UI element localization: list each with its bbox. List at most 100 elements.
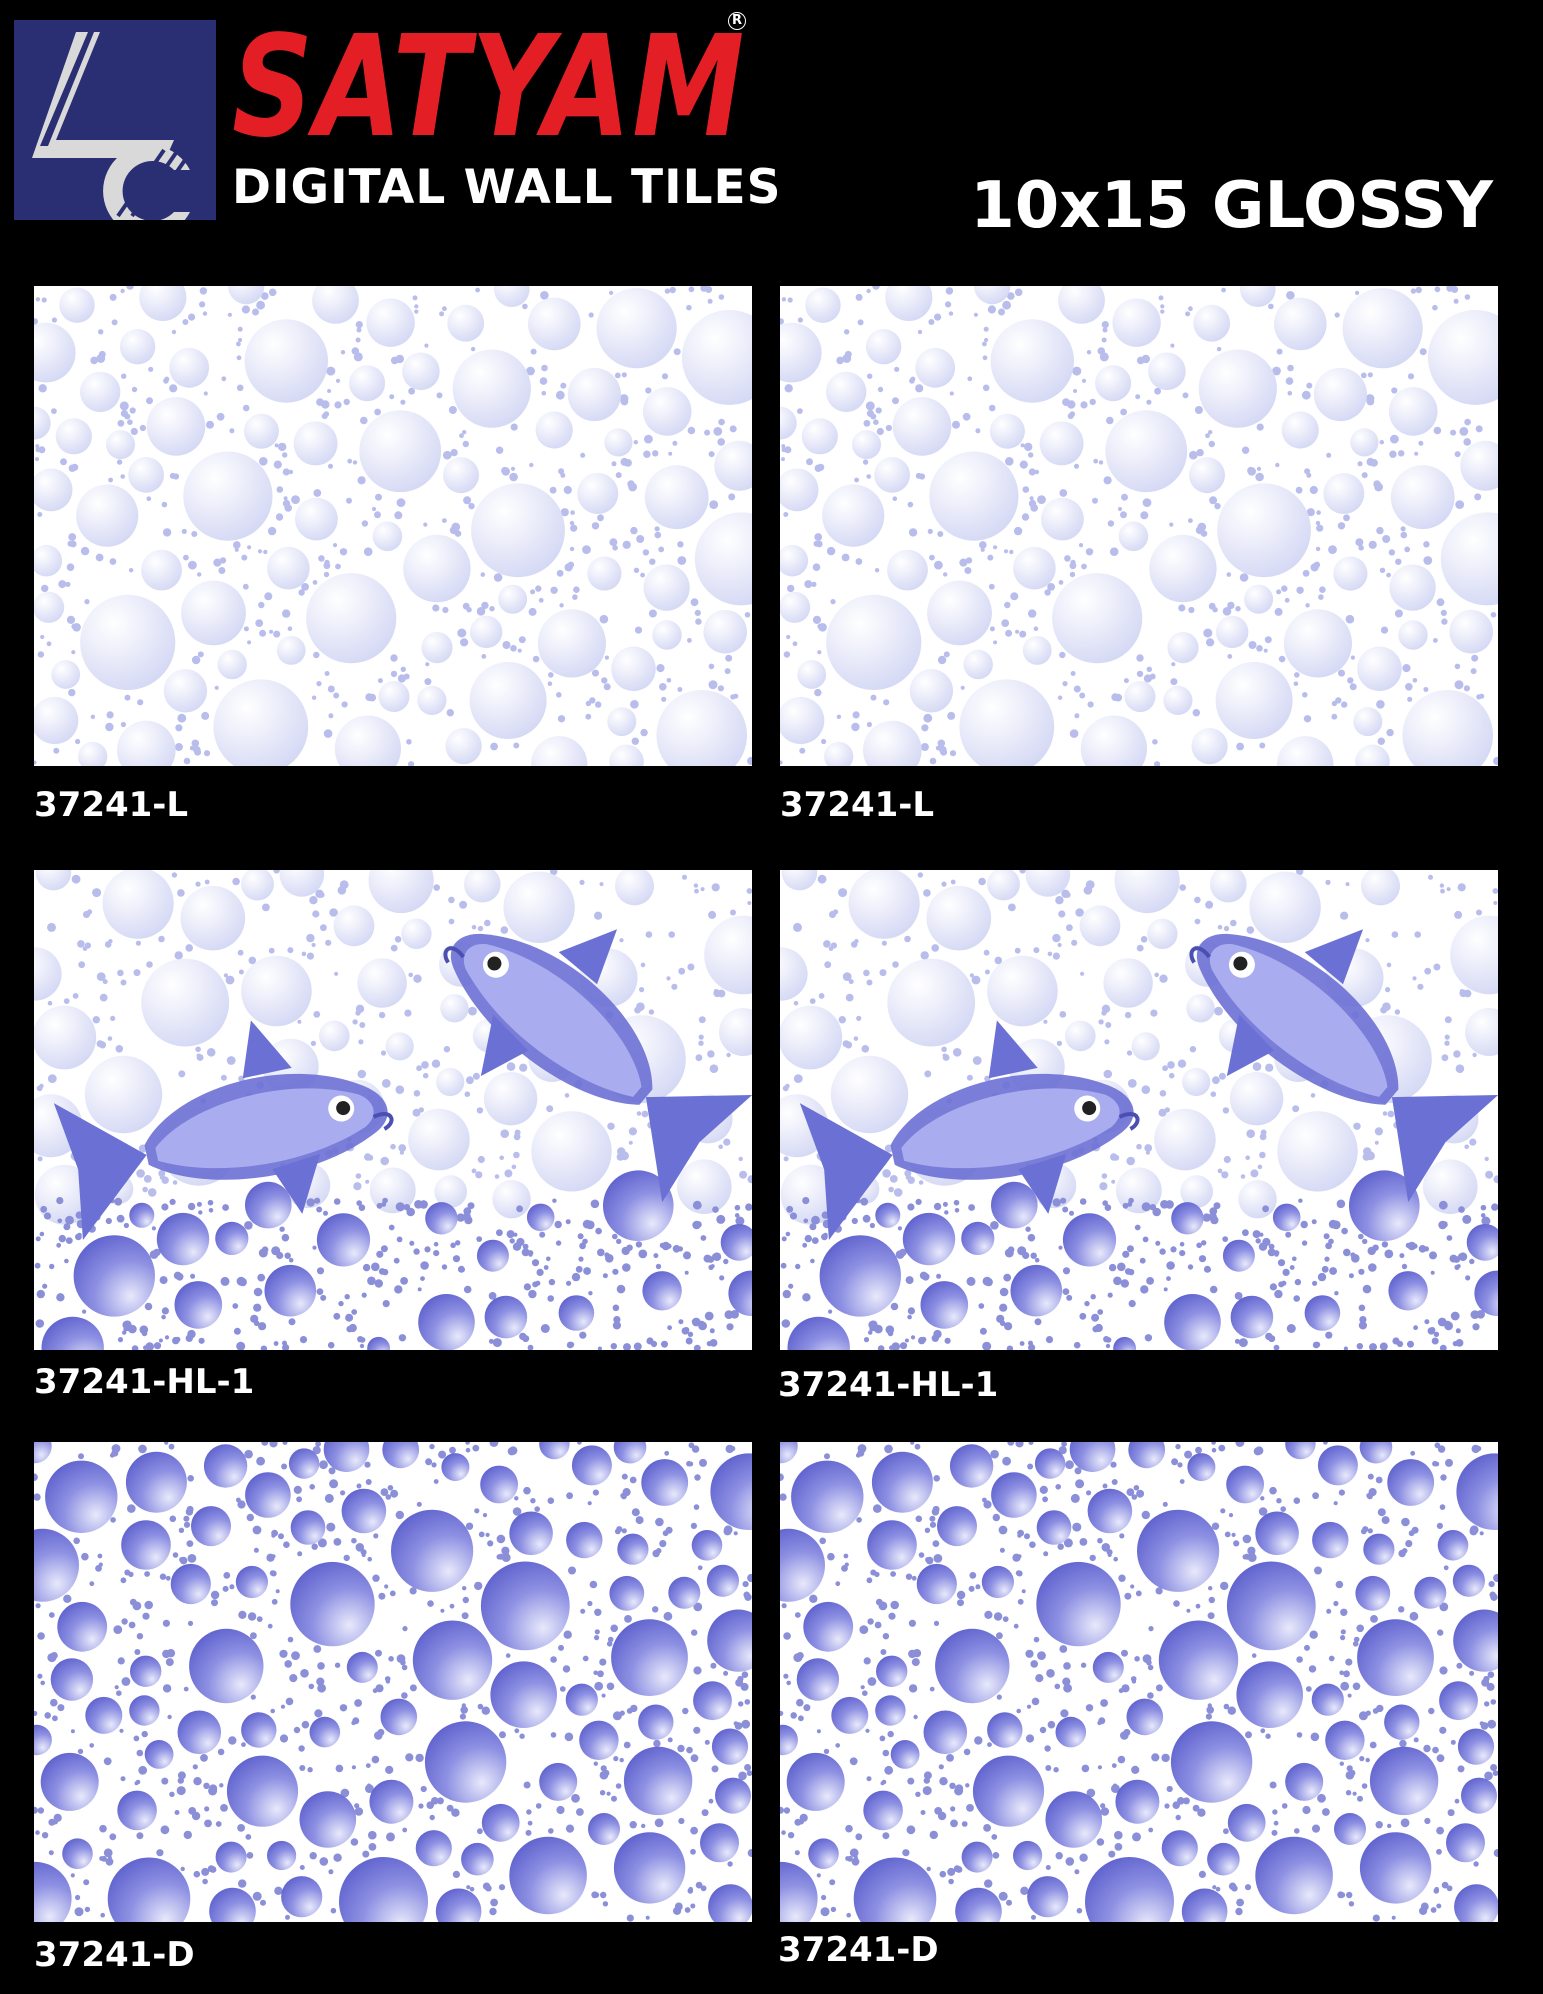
pattern-dot	[793, 922, 802, 932]
pattern-dot	[845, 1856, 850, 1861]
pattern-dot	[798, 1715, 804, 1722]
tile-fish-highlighter[interactable]	[34, 870, 752, 1350]
pattern-dot	[1434, 286, 1441, 293]
pattern-dot	[599, 1658, 607, 1666]
tile-fish-highlighter[interactable]	[780, 870, 1498, 1350]
pattern-dot	[780, 760, 783, 765]
pattern-bubble	[415, 1830, 452, 1867]
pattern-dot	[1286, 1324, 1296, 1333]
pattern-dot	[1074, 463, 1079, 469]
pattern-dot	[257, 549, 263, 554]
pattern-dot	[960, 685, 965, 690]
pattern-dot	[640, 962, 646, 968]
pattern-dot	[1042, 1496, 1048, 1503]
pattern-dot	[1358, 1304, 1366, 1312]
pattern-dot	[659, 1540, 667, 1548]
pattern-dot	[1303, 715, 1312, 723]
pattern-dot	[1398, 1549, 1406, 1558]
pattern-dot	[1158, 295, 1164, 301]
pattern-dot	[1141, 1085, 1151, 1094]
pattern-bubble	[668, 1576, 701, 1609]
pattern-dot	[297, 1551, 303, 1557]
pattern-dot	[987, 305, 996, 314]
pattern-dot	[1441, 1881, 1449, 1889]
pattern-dot	[1412, 678, 1418, 683]
pattern-dot	[381, 1201, 387, 1207]
pattern-dot	[1367, 372, 1373, 378]
pattern-dot	[339, 880, 349, 890]
pattern-dot	[628, 1127, 638, 1136]
pattern-dot	[288, 469, 294, 475]
pattern-dot	[1480, 1204, 1487, 1211]
tile-dark-bubbles[interactable]	[780, 1442, 1498, 1922]
pattern-bubble	[1115, 1779, 1160, 1824]
pattern-bubble	[264, 1264, 317, 1317]
pattern-dot	[842, 354, 852, 363]
pattern-dot	[158, 935, 165, 943]
tile-dark-bubbles[interactable]	[34, 1442, 752, 1922]
pattern-bubble	[642, 387, 692, 436]
pattern-dot	[51, 317, 57, 323]
pattern-dot	[1081, 1764, 1090, 1773]
pattern-dot	[317, 1683, 326, 1693]
pattern-dot	[185, 1334, 193, 1342]
pattern-bubble	[714, 440, 752, 491]
pattern-bubble	[408, 1108, 470, 1171]
tile-pattern	[34, 1442, 752, 1922]
pattern-dot	[238, 337, 243, 343]
pattern-dot	[1135, 1590, 1142, 1597]
pattern-dot	[1203, 628, 1213, 638]
pattern-dot	[945, 301, 952, 308]
pattern-dot	[1182, 1797, 1190, 1805]
pattern-dot	[1269, 1486, 1277, 1495]
pattern-dot	[1377, 1508, 1386, 1517]
pattern-dot	[576, 1808, 584, 1816]
pattern-dot	[1436, 1522, 1443, 1529]
pattern-dot	[548, 1828, 554, 1834]
pattern-dot	[489, 606, 495, 612]
pattern-dot	[1121, 493, 1128, 501]
pattern-dot	[687, 1888, 694, 1894]
tile-light-bubbles[interactable]	[780, 286, 1498, 766]
pattern-dot	[1294, 672, 1300, 678]
pattern-dot	[1454, 1798, 1460, 1804]
pattern-dot	[326, 1522, 336, 1532]
pattern-dot	[865, 1728, 870, 1733]
pattern-dot	[477, 925, 484, 932]
pattern-bubble	[102, 870, 174, 939]
pattern-dot	[275, 513, 284, 521]
pattern-bubble	[503, 871, 575, 943]
pattern-dot	[236, 384, 244, 392]
pattern-dot	[39, 1231, 45, 1237]
pattern-dot	[1139, 1257, 1146, 1264]
pattern-dot	[709, 500, 719, 509]
pattern-dot	[575, 1265, 583, 1273]
pattern-dot	[1058, 580, 1064, 585]
pattern-bubble	[80, 371, 121, 413]
pattern-bubble	[34, 947, 62, 1001]
pattern-dot	[947, 711, 956, 720]
pattern-dot	[244, 1449, 253, 1459]
pattern-dot	[971, 975, 981, 985]
pattern-dot	[700, 887, 705, 892]
pattern-dot	[612, 545, 618, 551]
pattern-dot	[1331, 713, 1338, 720]
pattern-dot	[1060, 1197, 1067, 1204]
pattern-dot	[111, 319, 118, 326]
pattern-dot	[1306, 382, 1313, 389]
pattern-bubble	[1277, 1111, 1358, 1192]
pattern-dot	[215, 1821, 222, 1827]
pattern-dot	[187, 1554, 197, 1563]
pattern-dot	[285, 1914, 290, 1920]
pattern-dot	[390, 654, 398, 662]
pattern-bubble	[295, 497, 338, 541]
pattern-dot	[1382, 1111, 1388, 1116]
pattern-dot	[923, 1771, 932, 1780]
pattern-dot	[220, 1276, 230, 1286]
pattern-dot	[128, 568, 134, 573]
pattern-dot	[284, 1660, 292, 1668]
tile-light-bubbles[interactable]	[34, 286, 752, 766]
pattern-bubble	[241, 955, 312, 1027]
pattern-dot	[711, 883, 720, 892]
pattern-dot	[1328, 1238, 1334, 1245]
